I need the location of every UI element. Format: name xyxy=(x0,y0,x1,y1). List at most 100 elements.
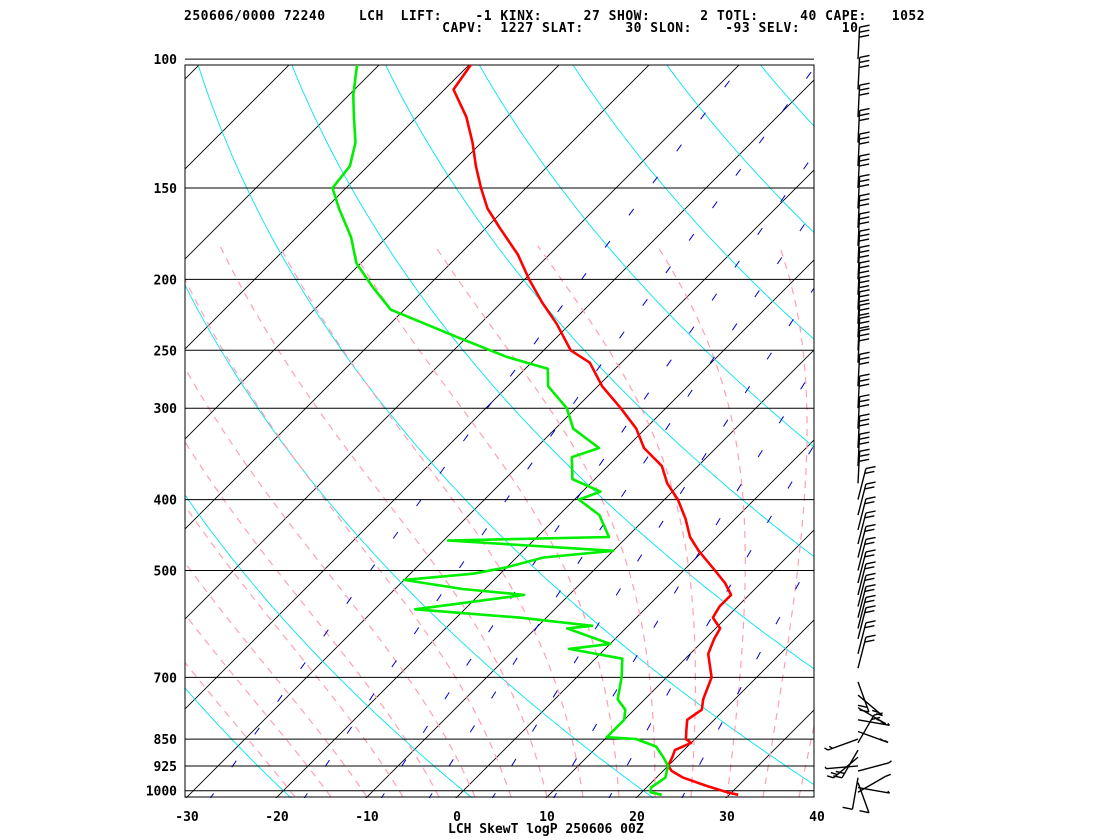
wind-barb xyxy=(824,765,859,770)
footer-title: LCH SkewT logP 250606 00Z xyxy=(448,822,644,837)
wind-barb xyxy=(857,244,870,280)
wind-barb-flag xyxy=(859,810,870,814)
dry-adiabat xyxy=(478,65,814,448)
isobars xyxy=(185,58,814,792)
mixing-ratio-line xyxy=(681,555,814,798)
wind-barb-flag xyxy=(859,158,870,162)
wind-barb-shaft xyxy=(857,483,867,516)
wind-barb-flag xyxy=(859,394,870,398)
wind-barb-flag xyxy=(864,609,875,614)
wind-barb-shaft xyxy=(857,176,861,209)
wind-barb xyxy=(857,523,876,558)
isotherm xyxy=(185,65,380,260)
temperature-tick-label: 0 xyxy=(453,810,461,825)
wind-barb-flag xyxy=(887,722,891,726)
wind-barb-flag xyxy=(879,738,884,742)
wind-barb-flag xyxy=(859,453,870,458)
wind-barb-flag xyxy=(859,198,870,202)
wind-barb-flag xyxy=(858,64,870,69)
dry-adiabat xyxy=(385,65,814,558)
wind-barb xyxy=(857,413,870,449)
wind-barb-flag xyxy=(859,249,870,254)
moist-adiabat xyxy=(185,440,440,798)
wind-barb-flag xyxy=(858,117,870,122)
moist-adiabat xyxy=(349,245,620,798)
wind-barb-flag xyxy=(859,448,870,453)
wind-barb xyxy=(826,756,859,779)
wind-barb-flag xyxy=(859,112,870,117)
sounding-profiles xyxy=(331,65,739,797)
mixing-ratio-line xyxy=(553,367,814,798)
wind-barb xyxy=(842,777,859,810)
wind-barb-flag xyxy=(828,745,833,749)
wind-barb-shaft xyxy=(857,526,867,558)
wind-barb-flag xyxy=(858,312,870,317)
dry-adiabat xyxy=(1110,43,1120,800)
wind-barb-flag xyxy=(858,338,870,342)
wind-barb-flag xyxy=(859,418,870,422)
dry-adiabat xyxy=(666,65,814,234)
wind-barb-shaft xyxy=(857,730,889,744)
wind-barb-shaft xyxy=(857,85,861,118)
wind-barb-flag xyxy=(859,280,870,284)
wind-barb-flag xyxy=(859,413,870,417)
dry-adiabat xyxy=(572,65,814,340)
wind-barb-flag xyxy=(858,92,870,96)
wind-barb xyxy=(857,373,870,409)
wind-barb-flag xyxy=(830,771,838,776)
wind-barb-flag xyxy=(858,254,870,259)
wind-barb-flag xyxy=(865,583,876,588)
wind-barb-flag xyxy=(858,404,870,408)
isotherm xyxy=(185,65,290,170)
wind-barb-flag xyxy=(859,275,870,279)
wind-barb-flag xyxy=(865,465,876,470)
wind-barb xyxy=(857,394,870,429)
plot-frame xyxy=(184,64,815,798)
wind-barb-flag xyxy=(859,216,870,220)
wind-barb-flag xyxy=(865,561,876,565)
wind-barb-shaft xyxy=(857,694,883,717)
wind-barb-flag xyxy=(859,107,870,112)
wind-barb-flag xyxy=(888,760,892,764)
wind-barb-shaft xyxy=(857,247,861,280)
wind-barb-shaft xyxy=(857,498,867,531)
moist-adiabat xyxy=(656,245,746,798)
wind-barb-flag xyxy=(859,136,870,140)
wind-barb-flag xyxy=(858,441,870,445)
wind-barb-shaft xyxy=(857,714,875,744)
wind-barb-flag xyxy=(864,470,875,475)
pressure-tick-label: 850 xyxy=(154,733,178,748)
wind-barb-shaft xyxy=(827,738,859,751)
isotherm xyxy=(365,349,814,798)
wind-barb-flag xyxy=(859,131,870,135)
wind-barb-shaft xyxy=(841,749,859,779)
wind-barb xyxy=(857,228,870,264)
wind-barb-flag xyxy=(865,510,876,514)
wind-barb-shaft xyxy=(857,195,861,228)
wind-barb-flag xyxy=(864,566,875,570)
wind-barb-flag xyxy=(859,333,870,337)
wind-barb xyxy=(857,605,876,640)
wind-barb-shaft xyxy=(857,451,861,484)
wind-barb-flag xyxy=(864,599,875,603)
wind-barb-flag xyxy=(859,211,870,215)
moist-adiabat xyxy=(278,245,584,798)
wind-barb-flag xyxy=(824,766,827,770)
wind-barb-flag xyxy=(885,773,891,777)
header-line-2: CAPV: 1227 SLAT: 30 SLON: -93 SELV: 10 xyxy=(184,21,859,36)
temperature-tick-label: 20 xyxy=(629,810,645,825)
wind-barb-flag xyxy=(859,153,870,157)
wind-barb xyxy=(857,561,876,596)
wind-barb xyxy=(857,465,876,500)
wind-barb-flag xyxy=(859,265,870,269)
wind-barb xyxy=(857,496,876,531)
moist-adiabat xyxy=(434,245,656,797)
wind-barb-flag xyxy=(859,373,870,377)
wind-barb-shaft xyxy=(857,415,861,449)
pressure-tick-label: 300 xyxy=(154,402,178,417)
wind-barb xyxy=(857,681,870,713)
isotherm xyxy=(904,43,1120,800)
wind-barb-flag xyxy=(858,141,870,145)
isotherm xyxy=(185,169,814,798)
wind-barb-flag xyxy=(876,718,882,722)
